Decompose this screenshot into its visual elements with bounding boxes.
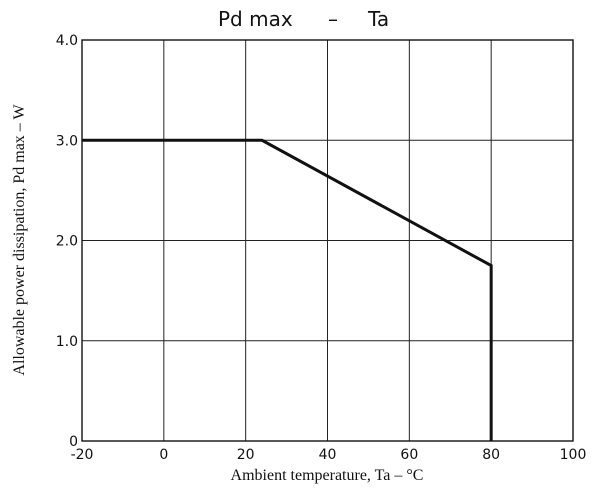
y-tick-label: 2.0 [56,234,78,250]
y-tick-label: 1.0 [56,334,78,350]
y-tick-label: 3.0 [56,133,78,149]
x-tick-label: 40 [319,447,337,463]
y-tick-label: 4.0 [56,33,78,49]
chart-title: Pd max – Ta [218,7,389,31]
x-tick-label: 60 [400,447,418,463]
x-tick-label: -20 [71,447,94,463]
title-right: Ta [367,7,389,31]
x-tick-label: 0 [159,447,168,463]
x-tick-label: 100 [560,447,587,463]
x-tick-label: 20 [237,447,255,463]
grid-lines [81,39,574,442]
y-tick-labels: 0 1.0 2.0 3.0 4.0 [56,33,78,450]
x-tick-labels: -20 0 20 40 60 80 100 [71,447,587,463]
y-axis-label: Allowable power dissipation, Pd max – W [11,103,28,375]
title-left: Pd max [218,7,293,31]
y-tick-label: 0 [69,434,78,450]
derating-curve [82,138,493,441]
x-axis-label: Ambient temperature, Ta – °C [231,467,424,484]
plot-frame [81,39,574,442]
title-dash: – [328,7,338,31]
x-tick-label: 80 [482,447,500,463]
